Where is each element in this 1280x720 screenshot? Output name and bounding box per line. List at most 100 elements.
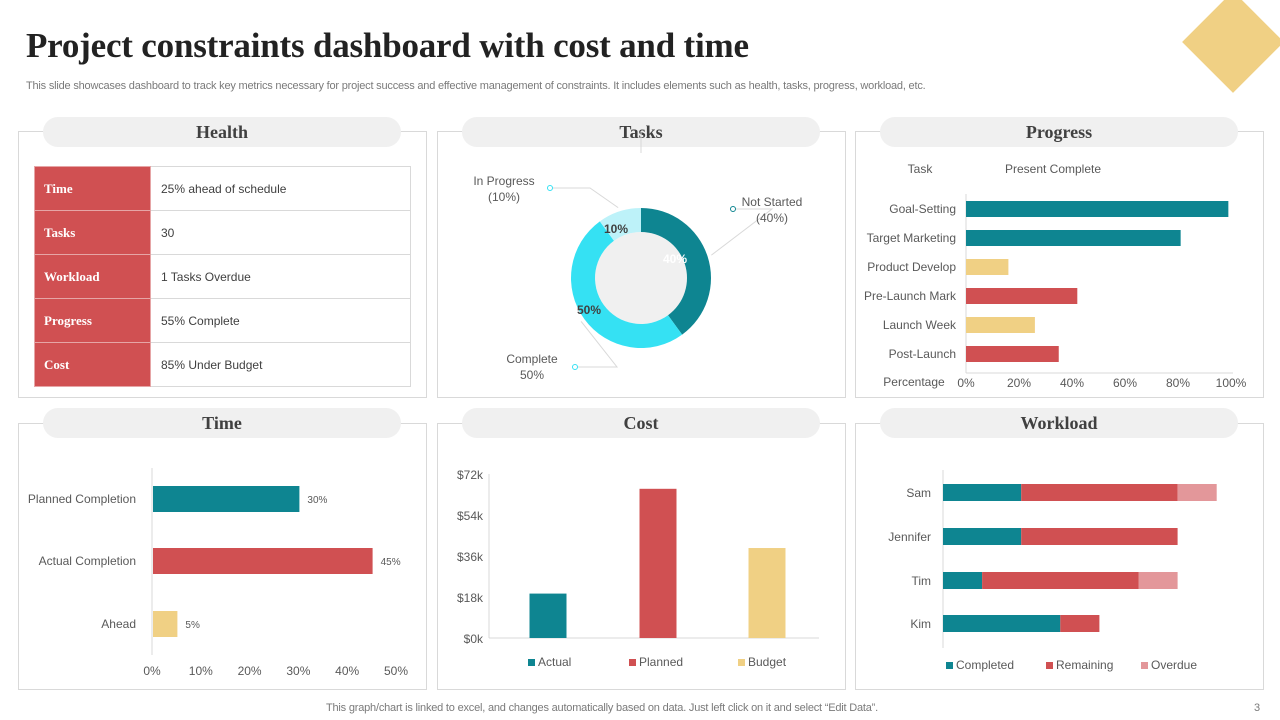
x-tick-label: 0%: [143, 664, 161, 678]
health-row-cost: Cost 85% Under Budget: [34, 342, 411, 387]
y-tick-label: $54k: [457, 509, 484, 523]
progress-bar: [966, 201, 1229, 217]
time-bar: [153, 611, 178, 637]
time-panel-title: Time: [43, 408, 401, 438]
category-label: Goal-Setting: [889, 202, 956, 216]
page-subtitle: This slide showcases dashboard to track …: [26, 80, 926, 92]
x-tick-label: 40%: [1060, 376, 1084, 390]
health-row-time: Time 25% ahead of schedule: [34, 166, 411, 211]
workload-segment-completed: [943, 484, 1022, 501]
progress-bar: [966, 346, 1059, 362]
category-label: Target Marketing: [867, 231, 956, 245]
progress-bar: [966, 259, 1009, 275]
slice-percent-label: 10%: [604, 222, 628, 236]
data-label: 30%: [307, 495, 327, 506]
y-tick-label: $72k: [457, 468, 484, 482]
callout-line: [575, 321, 619, 368]
cost-bar-chart: $0k $18k $36k $54k $72k Actual Planned Budget: [457, 468, 819, 669]
time-bar: [153, 486, 300, 512]
workload-segment-completed: [943, 615, 1061, 632]
cost-panel-title: Cost: [462, 408, 820, 438]
category-label: Actual Completion: [39, 554, 136, 568]
legend-label: Remaining: [1056, 658, 1113, 672]
category-label: Ahead: [101, 617, 136, 631]
x-tick-label: 0%: [957, 376, 975, 390]
progress-bar: [966, 230, 1181, 246]
workload-segment-overdue: [1138, 572, 1178, 589]
x-tick-label: 80%: [1166, 376, 1190, 390]
progress-panel: [855, 131, 1264, 398]
cost-bar-planned: [639, 488, 677, 638]
health-key: Tasks: [34, 210, 151, 255]
workload-segment-completed: [943, 528, 1022, 545]
legend-swatch: [1046, 662, 1053, 669]
callout-label: 50%: [520, 368, 544, 382]
legend-label: Actual: [538, 655, 571, 669]
health-key: Cost: [34, 342, 151, 387]
legend-swatch: [528, 659, 535, 666]
legend-swatch: [738, 659, 745, 666]
callout-label: Not Started: [742, 195, 803, 209]
health-key: Time: [34, 166, 151, 211]
workload-segment-overdue: [1177, 484, 1217, 501]
header-task-label: Task: [908, 162, 934, 176]
data-label: 45%: [381, 557, 401, 568]
health-value: 55% Complete: [150, 298, 411, 343]
callout-dot: [547, 185, 553, 191]
x-tick-label: 20%: [238, 664, 262, 678]
page-title: Project constraints dashboard with cost …: [26, 26, 749, 65]
health-row-workload: Workload 1 Tasks Overdue: [34, 254, 411, 299]
donut-slice-not-started: [641, 208, 711, 335]
health-row-tasks: Tasks 30: [34, 210, 411, 255]
tasks-donut-chart: 40% Not Started (40%) 50% Complete 50% 10% In P…: [473, 131, 803, 382]
workload-segment-remaining: [1021, 484, 1178, 501]
category-label: Kim: [910, 617, 931, 631]
category-label: Tim: [911, 574, 931, 588]
x-axis-title: Percentage: [883, 375, 945, 389]
category-label: Post-Launch: [889, 347, 956, 361]
legend-label: Budget: [748, 655, 787, 669]
callout-dot: [572, 364, 578, 370]
health-value: 85% Under Budget: [150, 342, 411, 387]
health-value: 25% ahead of schedule: [150, 166, 411, 211]
health-key: Workload: [34, 254, 151, 299]
health-row-progress: Progress 55% Complete: [34, 298, 411, 343]
category-label: Product Develop: [867, 260, 956, 274]
y-tick-label: $36k: [457, 550, 484, 564]
x-tick-label: 10%: [189, 664, 213, 678]
category-label: Sam: [906, 486, 931, 500]
health-value: 1 Tasks Overdue: [150, 254, 411, 299]
x-tick-label: 30%: [286, 664, 310, 678]
legend-label: Completed: [956, 658, 1014, 672]
donut-center: [595, 232, 687, 324]
time-bar-chart: Planned Completion 30% Actual Completion 45…: [28, 468, 408, 678]
data-label: 5%: [185, 620, 200, 631]
workload-panel: [855, 423, 1264, 690]
legend-swatch: [946, 662, 953, 669]
workload-segment-completed: [943, 572, 983, 589]
health-value: 30: [150, 210, 411, 255]
y-tick-label: $0k: [464, 632, 484, 646]
donut-slice-in-progress: [599, 208, 641, 241]
x-tick-label: 20%: [1007, 376, 1031, 390]
x-tick-label: 100%: [1216, 376, 1247, 390]
workload-stacked-bar-chart: Sam Jennifer Tim Kim Completed Remaining Overd…: [888, 470, 1217, 672]
legend-swatch: [1141, 662, 1148, 669]
health-key: Progress: [34, 298, 151, 343]
workload-segment-remaining: [982, 572, 1139, 589]
x-tick-label: 50%: [384, 664, 408, 678]
callout-label: (10%): [488, 190, 520, 204]
callout-dot: [730, 206, 736, 212]
x-tick-label: 40%: [335, 664, 359, 678]
donut-slice-complete: [571, 221, 683, 348]
legend-swatch: [629, 659, 636, 666]
y-tick-label: $18k: [457, 591, 484, 605]
decorative-diamond: [1182, 0, 1280, 93]
time-bar: [153, 548, 373, 574]
workload-segment-remaining: [1060, 615, 1100, 632]
health-panel-title: Health: [43, 117, 401, 147]
legend-label: Overdue: [1151, 658, 1197, 672]
health-table: Time 25% ahead of schedule Tasks 30 Worklo…: [34, 166, 411, 387]
footer-note: This graph/chart is linked to excel, and…: [326, 702, 878, 714]
callout-line: [711, 208, 774, 256]
